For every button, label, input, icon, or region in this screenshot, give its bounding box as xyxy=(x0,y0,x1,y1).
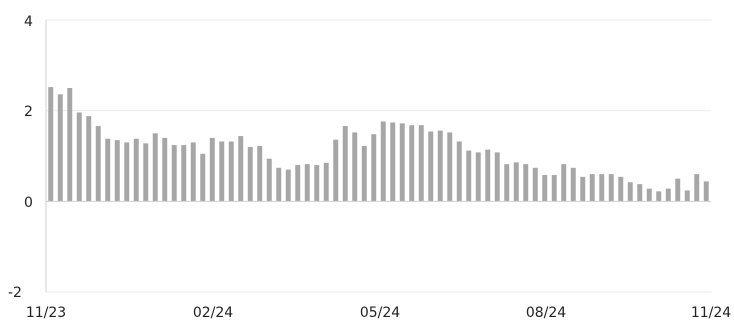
bar xyxy=(171,145,177,202)
y-tick-label: 0 xyxy=(24,195,33,211)
bar xyxy=(314,165,320,202)
bar xyxy=(561,164,567,202)
bar xyxy=(190,142,196,202)
bar xyxy=(323,162,329,202)
bar xyxy=(570,167,576,202)
bar xyxy=(247,146,253,202)
bar xyxy=(694,174,700,202)
bar xyxy=(333,139,339,202)
bar xyxy=(266,158,272,202)
bar xyxy=(637,184,643,202)
bar xyxy=(675,178,681,202)
bar xyxy=(257,146,263,202)
bar xyxy=(523,164,529,202)
bar xyxy=(485,149,491,202)
bar xyxy=(513,162,519,202)
bar xyxy=(371,134,377,202)
bar xyxy=(656,191,662,202)
bar xyxy=(409,125,415,202)
bar xyxy=(532,167,538,202)
x-tick-labels: 11/23 02/24 05/24 08/24 11/24 xyxy=(26,305,731,320)
bars xyxy=(48,87,709,202)
bar xyxy=(542,175,548,202)
bar xyxy=(238,136,244,202)
y-tick-label: -2 xyxy=(8,285,22,301)
bar xyxy=(466,150,472,202)
bar xyxy=(504,164,510,202)
bar xyxy=(124,142,130,202)
bar xyxy=(665,188,671,202)
bar xyxy=(418,125,424,202)
bar xyxy=(551,175,557,202)
y-tick-label: 4 xyxy=(24,14,33,30)
bar xyxy=(200,153,206,202)
bar xyxy=(133,138,139,202)
bar xyxy=(342,126,348,202)
bar xyxy=(181,145,187,202)
bar xyxy=(475,152,481,202)
bar xyxy=(703,181,709,202)
bar xyxy=(304,164,310,202)
bar xyxy=(228,141,234,202)
gridlines xyxy=(46,19,711,293)
bar xyxy=(428,131,434,202)
bar xyxy=(285,169,291,202)
bar xyxy=(399,123,405,202)
bar xyxy=(599,174,605,202)
y-tick-labels: -2 0 2 4 xyxy=(8,14,33,301)
bar xyxy=(447,132,453,202)
bar xyxy=(380,121,386,202)
bar xyxy=(352,132,358,202)
bar xyxy=(494,152,500,202)
bar xyxy=(627,182,633,202)
bar xyxy=(684,190,690,202)
bar xyxy=(114,140,120,202)
y-tick-label: 2 xyxy=(24,104,33,120)
bar xyxy=(589,174,595,202)
bar xyxy=(608,174,614,202)
x-tick-label: 08/24 xyxy=(526,305,566,320)
bar xyxy=(57,94,63,202)
x-tick-label: 05/24 xyxy=(360,305,400,320)
bar xyxy=(95,126,101,202)
bar xyxy=(618,176,624,202)
x-tick-label: 02/24 xyxy=(193,305,233,320)
bar xyxy=(143,143,149,202)
bar xyxy=(48,87,54,202)
bar xyxy=(162,137,168,202)
bar xyxy=(295,165,301,202)
bar xyxy=(437,130,443,202)
bar xyxy=(219,141,225,202)
bar xyxy=(276,167,282,202)
bar xyxy=(580,176,586,202)
bar xyxy=(646,188,652,202)
bar xyxy=(361,146,367,202)
bar xyxy=(67,88,73,202)
bar xyxy=(76,112,82,202)
bar xyxy=(86,116,92,202)
bar xyxy=(390,122,396,202)
x-tick-label: 11/24 xyxy=(691,305,731,320)
bar xyxy=(209,137,215,202)
x-tick-label: 11/23 xyxy=(26,305,66,320)
bar xyxy=(105,138,111,202)
bar xyxy=(152,133,158,202)
bar xyxy=(456,141,462,202)
